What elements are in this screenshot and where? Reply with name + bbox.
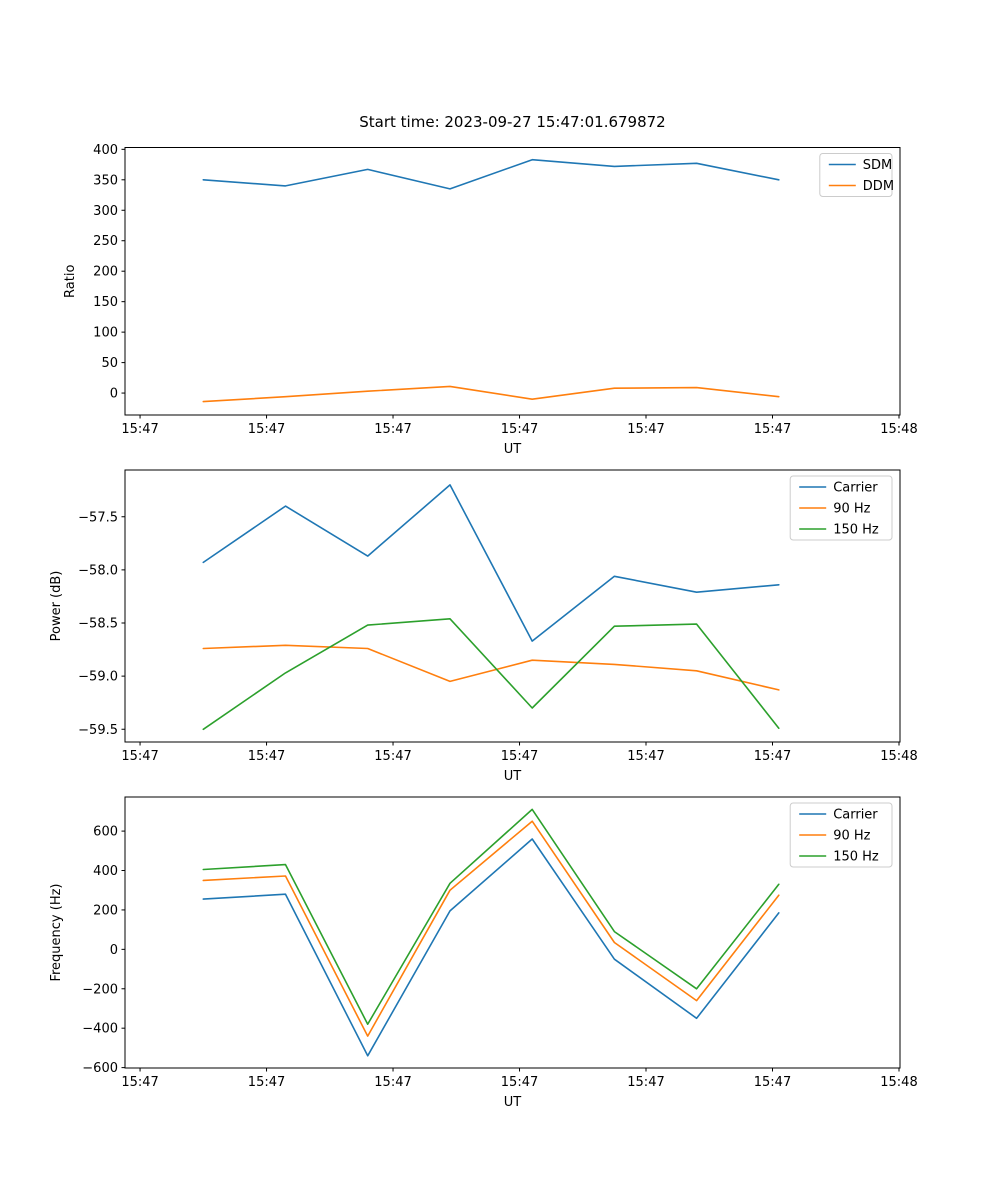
ratio-plot: 15:47 15:47 15:47 15:47 15:47 15:47 15:48 0 50 10… bbox=[63, 143, 918, 457]
power-plot-series-150-hz bbox=[202, 617, 780, 731]
y-tick-label: 200 bbox=[93, 903, 118, 918]
legend-entry-carrier: Carrier bbox=[799, 808, 878, 823]
ratio-plot-series-sdm bbox=[202, 158, 780, 190]
power-plot-series-90-hz bbox=[202, 644, 780, 691]
power-plot-series-carrier bbox=[202, 484, 780, 642]
figure-title: Start time: 2023-09-27 15:47:01.679872 bbox=[359, 113, 666, 131]
x-tick-label: 15:48 bbox=[880, 422, 917, 437]
y-tick-label: 200 bbox=[93, 265, 118, 280]
legend-entry-150-hz: 150 Hz bbox=[799, 850, 879, 865]
y-tick-label: 0 bbox=[110, 943, 118, 958]
x-tick-label: 15:47 bbox=[121, 1075, 158, 1090]
x-tick-label: 15:47 bbox=[374, 1075, 411, 1090]
y-axis-label: Frequency (Hz) bbox=[49, 883, 64, 981]
x-tick-label: 15:47 bbox=[121, 422, 158, 437]
legend-entry-150-hz: 150 Hz bbox=[799, 523, 879, 538]
x-axis-label: UT bbox=[504, 769, 522, 784]
y-tick-label: 300 bbox=[93, 204, 118, 219]
legend-label: 150 Hz bbox=[833, 523, 879, 538]
y-tick-label: −57.5 bbox=[78, 510, 118, 525]
axes-box bbox=[124, 147, 901, 416]
y-tick-label: 400 bbox=[93, 143, 118, 158]
x-tick-label: 15:47 bbox=[754, 749, 791, 764]
legend-label: Carrier bbox=[833, 808, 878, 823]
legend-entry-carrier: Carrier bbox=[799, 481, 878, 496]
y-tick-label: 400 bbox=[93, 864, 118, 879]
y-tick-label: 100 bbox=[93, 326, 118, 341]
y-tick-label: 600 bbox=[93, 825, 118, 840]
axes-box bbox=[124, 469, 901, 743]
frequency-plot-series-150-hz bbox=[202, 808, 780, 1025]
x-tick-label: 15:47 bbox=[248, 422, 285, 437]
x-tick-label: 15:47 bbox=[248, 1075, 285, 1090]
y-tick-label: −59.0 bbox=[78, 670, 118, 685]
legend-box bbox=[789, 802, 893, 868]
y-tick-label: 350 bbox=[93, 173, 118, 188]
x-tick-label: 15:47 bbox=[754, 422, 791, 437]
y-tick-label: −58.0 bbox=[78, 563, 118, 578]
legend: Carrier 90 Hz 150 Hz bbox=[789, 802, 893, 868]
x-tick-label: 15:47 bbox=[754, 1075, 791, 1090]
y-tick-label: 50 bbox=[101, 356, 118, 371]
power-plot: 15:47 15:47 15:47 15:47 15:47 15:47 15:48 −59.5… bbox=[49, 469, 918, 784]
y-tick-label: 0 bbox=[110, 387, 118, 402]
x-tick-label: 15:47 bbox=[627, 1075, 664, 1090]
x-tick-label: 15:47 bbox=[501, 749, 538, 764]
x-tick-label: 15:47 bbox=[374, 749, 411, 764]
x-tick-label: 15:47 bbox=[627, 749, 664, 764]
y-tick-label: −400 bbox=[82, 1022, 118, 1037]
y-axis-label: Ratio bbox=[63, 265, 78, 298]
legend-label: 150 Hz bbox=[833, 850, 879, 865]
legend: SDM DDM bbox=[819, 153, 894, 197]
legend-entry-90-hz: 90 Hz bbox=[799, 502, 871, 517]
x-tick-label: 15:47 bbox=[627, 422, 664, 437]
x-axis-label: UT bbox=[504, 1095, 522, 1110]
x-axis-label: UT bbox=[504, 442, 522, 457]
legend-entry-90-hz: 90 Hz bbox=[799, 829, 871, 844]
legend-label: 90 Hz bbox=[833, 502, 870, 517]
legend-entry-ddm: DDM bbox=[828, 179, 894, 194]
y-tick-label: −59.5 bbox=[78, 723, 118, 738]
frequency-plot: 15:47 15:47 15:47 15:47 15:47 15:47 15:48 −600 −… bbox=[49, 796, 918, 1110]
x-tick-label: 15:48 bbox=[880, 749, 917, 764]
x-tick-label: 15:47 bbox=[501, 422, 538, 437]
x-tick-label: 15:47 bbox=[374, 422, 411, 437]
y-axis-label: Power (dB) bbox=[49, 571, 64, 642]
axes-box bbox=[124, 796, 901, 1069]
x-tick-label: 15:48 bbox=[880, 1075, 917, 1090]
legend-label: 90 Hz bbox=[833, 829, 870, 844]
ratio-plot-series-ddm bbox=[202, 385, 780, 403]
y-tick-label: 250 bbox=[93, 234, 118, 249]
legend: Carrier 90 Hz 150 Hz bbox=[789, 475, 893, 541]
y-tick-label: −600 bbox=[82, 1061, 118, 1076]
y-tick-label: −58.5 bbox=[78, 617, 118, 632]
legend-label: DDM bbox=[863, 179, 894, 194]
legend-label: SDM bbox=[863, 158, 892, 173]
x-tick-label: 15:47 bbox=[248, 749, 285, 764]
frequency-plot-series-90-hz bbox=[202, 820, 780, 1037]
legend-label: Carrier bbox=[833, 481, 878, 496]
frequency-plot-series-carrier bbox=[202, 838, 780, 1057]
legend-box bbox=[789, 475, 893, 541]
y-tick-label: −200 bbox=[82, 982, 118, 997]
y-tick-label: 150 bbox=[93, 295, 118, 310]
legend-entry-sdm: SDM bbox=[828, 158, 892, 173]
x-tick-label: 15:47 bbox=[121, 749, 158, 764]
x-tick-label: 15:47 bbox=[501, 1075, 538, 1090]
